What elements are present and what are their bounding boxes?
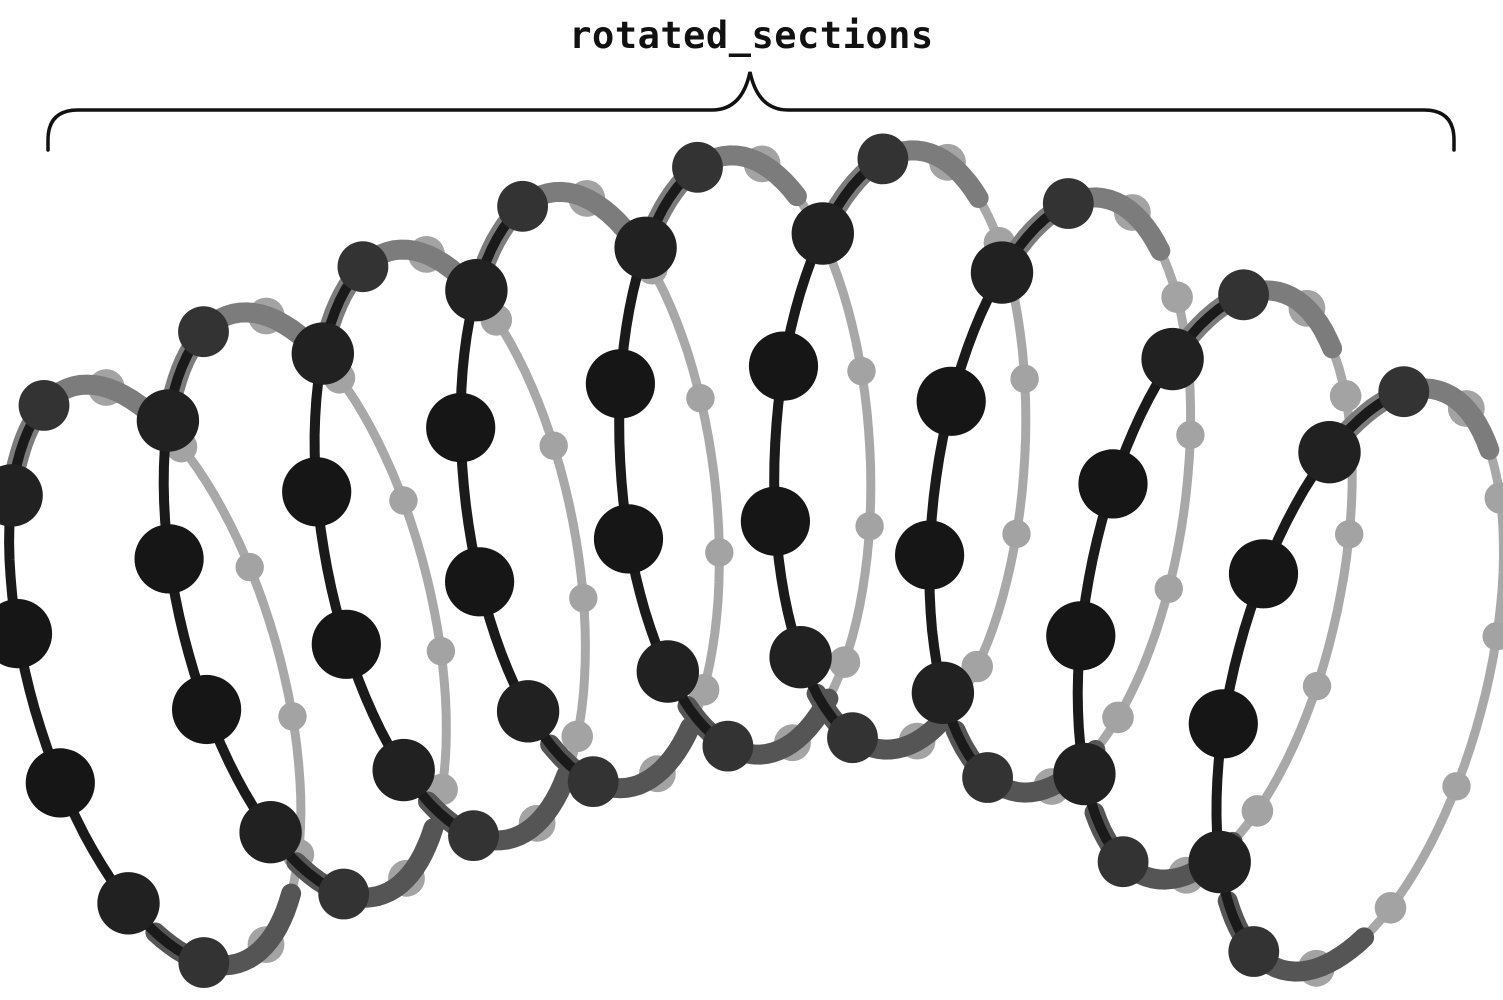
section-2-bead-11 (136, 389, 200, 452)
section-6-bead-8 (769, 626, 832, 689)
section-2-bead-7 (318, 868, 370, 920)
section-5-bead-5 (828, 646, 861, 678)
section-5-bead-12 (672, 141, 723, 193)
section-9-bead-3 (1482, 622, 1503, 651)
section-2-bead-4 (426, 636, 456, 666)
section-2-bead-12 (178, 306, 229, 358)
section-8-bead-10 (1078, 449, 1148, 519)
section-1-bead-3 (235, 552, 264, 582)
section-1-bead-12 (18, 380, 70, 431)
section-3-bead-12 (337, 241, 389, 293)
section-8-bead-7 (1097, 836, 1149, 888)
section-7-bead-5 (1102, 701, 1134, 734)
section-7-bead-3 (1176, 420, 1205, 450)
section-7-bead-4 (1154, 574, 1184, 603)
section-3-bead-11 (291, 322, 354, 385)
section-2-bead-9 (172, 674, 242, 745)
section-5-bead-9 (593, 504, 664, 574)
section-8-bead-11 (1141, 327, 1204, 391)
section-3-bead-8 (372, 738, 435, 802)
section-4-bead-7 (567, 756, 619, 807)
section-3-bead-10 (282, 457, 352, 527)
section-7-bead-11 (970, 241, 1034, 304)
section-6-bead-7 (827, 712, 878, 764)
section-5-bead-3 (847, 356, 876, 386)
section-4-bead-4 (705, 538, 734, 567)
sections-group (0, 133, 1503, 988)
section-9-bead-9 (1188, 689, 1258, 759)
section-7-bead-7 (962, 752, 1013, 803)
section-6-bead-9 (740, 486, 811, 556)
section-3-bead-9 (311, 609, 381, 679)
section-9-bead-2 (1484, 482, 1503, 514)
curly-brace (46, 71, 1456, 152)
section-1-bead-9 (25, 748, 95, 818)
section-1-bead-10 (0, 599, 53, 669)
section-7-bead-12 (1042, 178, 1094, 229)
section-6-bead-10 (748, 331, 819, 401)
section-8-bead-3 (1335, 520, 1364, 549)
section-1-bead-4 (278, 702, 307, 731)
section-1-bead-11 (0, 464, 43, 527)
section-7-bead-10 (916, 366, 986, 436)
section-8-bead-4 (1302, 671, 1332, 701)
section-4-bead-9 (445, 547, 515, 617)
section-8-bead-12 (1218, 269, 1269, 321)
section-9-bead-10 (1228, 539, 1299, 609)
section-3-bead-7 (448, 810, 499, 861)
section-8-bead-9 (1046, 601, 1116, 671)
section-6-bead-5 (961, 650, 993, 683)
section-6-bead-12 (857, 133, 909, 185)
section-5-bead-8 (636, 640, 699, 703)
section-9-bead-5 (1374, 892, 1407, 924)
section-6-bead-11 (791, 202, 854, 265)
section-9-bead-12 (1378, 366, 1430, 418)
section-6-bead-4 (1002, 519, 1031, 549)
section-5-bead-10 (585, 349, 656, 419)
section-8-bead-8 (1053, 742, 1116, 806)
section-4-bead-11 (445, 259, 508, 322)
section-5-bead-4 (855, 512, 884, 541)
section-4-bead-12 (497, 180, 548, 232)
section-2-bead-8 (239, 801, 302, 864)
section-9-bead-4 (1442, 772, 1471, 801)
section-2-bead-3 (389, 486, 418, 515)
section-9-bead-8 (1188, 830, 1251, 894)
section-1-bead-7 (178, 937, 230, 988)
section-4-bead-3 (686, 384, 715, 413)
section-6-bead-3 (1010, 364, 1039, 393)
section-3-bead-3 (539, 431, 568, 460)
section-3-bead-4 (569, 584, 598, 613)
section-5-bead-7 (702, 720, 754, 772)
section-9-bead-11 (1298, 421, 1361, 484)
front-strands-layer (0, 133, 1430, 988)
section-8-bead-5 (1241, 795, 1274, 827)
section-4-bead-8 (496, 680, 560, 743)
section-4-bead-10 (426, 393, 496, 463)
section-7-bead-9 (895, 520, 965, 590)
section-7-bead-2 (1161, 281, 1193, 314)
section-5-bead-11 (614, 216, 677, 279)
section-7-bead-8 (911, 661, 975, 724)
section-1-bead-8 (97, 872, 160, 935)
section-3-bead-5 (561, 720, 593, 753)
section-9-bead-7 (1228, 926, 1280, 977)
diagram-label: rotated_sections (569, 14, 934, 57)
section-2-bead-10 (134, 524, 204, 594)
section-8-bead-2 (1329, 380, 1362, 412)
